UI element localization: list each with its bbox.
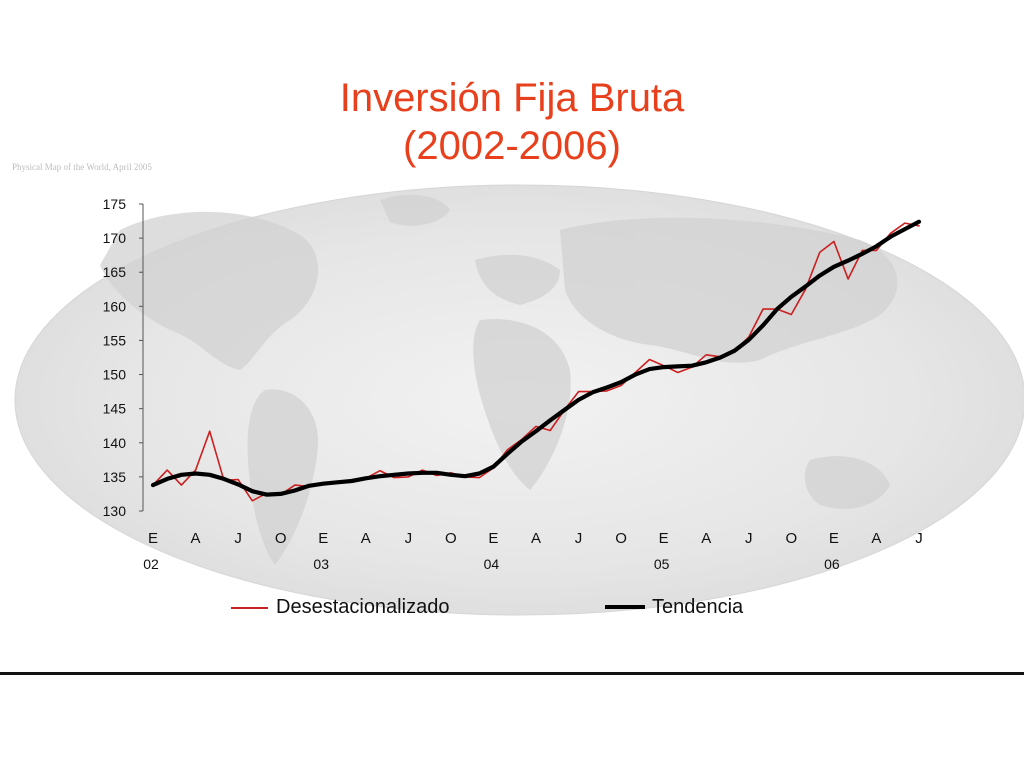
x-tick-label-year: 02 — [143, 556, 159, 572]
x-tick-label-month: E — [318, 530, 328, 547]
x-tick-label-month: A — [191, 530, 201, 547]
series-line-desestacionalizado — [152, 222, 920, 502]
x-tick-label-year: 04 — [484, 556, 500, 572]
x-tick-label-year: 05 — [654, 556, 670, 572]
y-tick-label: 165 — [103, 264, 127, 280]
x-tick-label-year: 03 — [313, 556, 329, 572]
x-axis: E A J O E A J O E A J O E A J O E A J 02 03 04 05 06 — [143, 530, 923, 572]
chart-title-line-2: (2002-2006) — [403, 124, 621, 168]
x-tick-label-month: E — [829, 530, 839, 547]
y-tick-label: 160 — [103, 298, 127, 314]
x-tick-label-month: J — [405, 530, 413, 547]
x-tick-label-year: 06 — [824, 556, 840, 572]
y-tick-label: 170 — [103, 230, 127, 246]
x-tick-label-month: E — [148, 530, 158, 547]
x-tick-label-month: A — [701, 530, 711, 547]
series-layer — [150, 219, 922, 502]
x-tick-label-month: E — [488, 530, 498, 547]
x-tick-label-month: O — [445, 530, 457, 547]
x-tick-label-month: A — [531, 530, 541, 547]
series-line-tendencia — [150, 219, 922, 497]
legend-label-tendencia: Tendencia — [652, 596, 744, 618]
x-tick-label-month: O — [615, 530, 627, 547]
bottom-rule — [0, 672, 1024, 675]
map-landmasses — [100, 194, 898, 565]
legend-label-desestacionalizado: Desestacionalizado — [276, 596, 450, 618]
y-tick-label: 155 — [103, 332, 127, 348]
y-tick-label: 140 — [103, 435, 127, 451]
y-tick-label: 145 — [103, 401, 127, 417]
y-tick-label: 150 — [103, 367, 127, 383]
x-tick-label-month: J — [575, 530, 583, 547]
y-tick-label: 130 — [103, 503, 127, 519]
map-caption: Physical Map of the World, April 2005 — [12, 162, 152, 172]
legend-swatch-desestacionalizado — [231, 607, 268, 609]
x-tick-label-month: E — [659, 530, 669, 547]
x-tick-label-month: A — [871, 530, 881, 547]
y-axis: 130 135 140 145 150 155 160 165 170 175 — [103, 196, 144, 519]
y-tick-label: 175 — [103, 196, 127, 212]
x-tick-label-month: J — [915, 530, 923, 547]
y-tick-label: 135 — [103, 469, 127, 485]
x-tick-label-month: O — [785, 530, 797, 547]
chart-title-line-1: Inversión Fija Bruta — [339, 76, 685, 120]
x-tick-label-month: A — [361, 530, 371, 547]
x-tick-label-month: J — [234, 530, 242, 547]
legend-swatch-tendencia — [605, 605, 645, 609]
x-tick-label-month: O — [275, 530, 287, 547]
x-tick-label-month: J — [745, 530, 753, 547]
